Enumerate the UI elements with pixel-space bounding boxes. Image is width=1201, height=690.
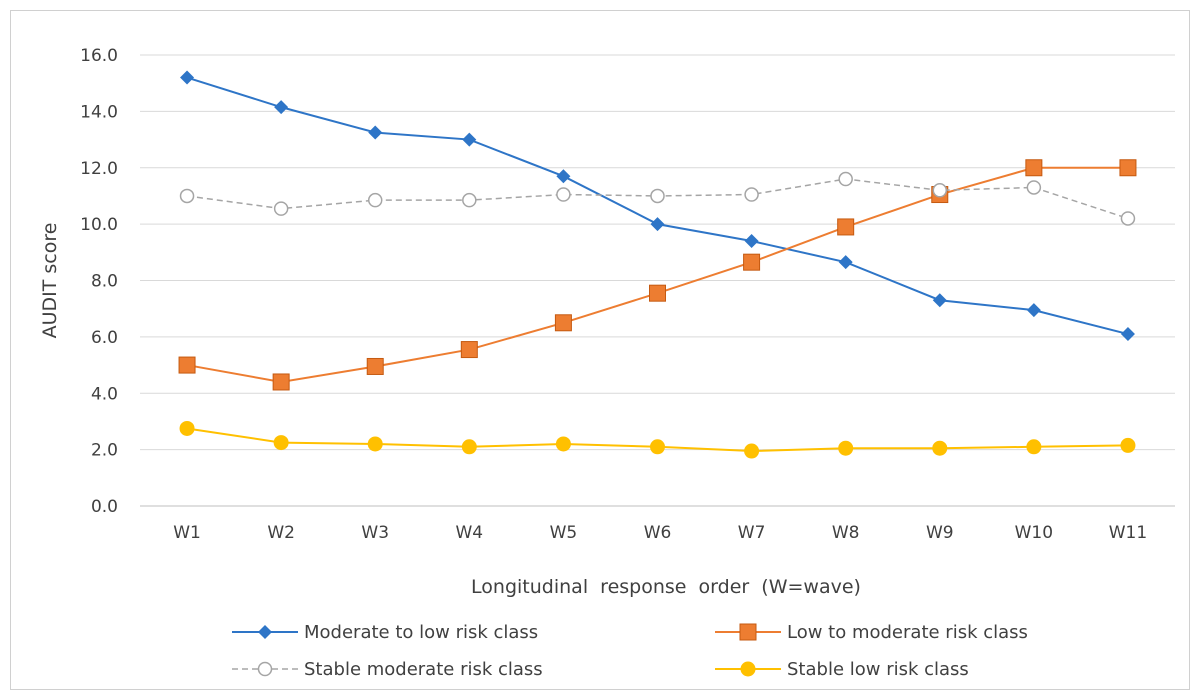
x-tick-label: W6 — [644, 523, 672, 543]
y-tick-label: 4.0 — [91, 384, 118, 404]
data-point — [179, 420, 195, 436]
y-tick-label: 16.0 — [80, 46, 118, 66]
data-point — [650, 217, 665, 232]
data-point — [650, 188, 665, 204]
data-point — [460, 341, 478, 359]
series-4 — [179, 420, 1136, 459]
legend-marker — [257, 661, 273, 677]
data-point — [744, 234, 759, 249]
data-point — [180, 70, 195, 85]
series-2 — [178, 159, 1137, 391]
series-3 — [179, 171, 1136, 226]
data-point — [743, 253, 761, 271]
data-point — [273, 201, 289, 216]
x-tick-label: W7 — [738, 523, 766, 543]
gridlines — [140, 54, 1175, 507]
data-point — [274, 100, 289, 115]
data-point — [368, 125, 383, 140]
data-point — [556, 187, 571, 202]
x-tick-label: W3 — [361, 523, 389, 543]
x-tick-label: W4 — [456, 523, 484, 543]
legend: Moderate to low risk class Low to moderat… — [232, 622, 1028, 680]
data-point — [932, 183, 948, 198]
legend-label: Stable low risk class — [787, 659, 969, 680]
data-point — [1026, 303, 1041, 318]
data-point — [744, 187, 759, 202]
series-1 — [180, 70, 1135, 342]
y-tick-label: 6.0 — [91, 328, 118, 348]
data-point — [744, 443, 760, 459]
data-point — [179, 188, 195, 204]
data-point — [555, 436, 571, 452]
legend-label: Moderate to low risk class — [304, 622, 538, 643]
data-point — [932, 440, 948, 456]
y-tick-label: 10.0 — [80, 215, 118, 235]
data-point — [461, 439, 477, 455]
x-tick-label: W8 — [832, 523, 860, 543]
legend-marker — [258, 625, 272, 639]
y-tick-label: 0.0 — [91, 497, 118, 517]
data-point — [272, 373, 290, 391]
legend-marker — [739, 623, 757, 641]
data-point — [932, 293, 947, 308]
legend-item: Low to moderate risk class — [715, 622, 1028, 643]
x-tick-label: W10 — [1015, 523, 1053, 543]
data-point — [367, 436, 383, 452]
data-point — [838, 171, 853, 187]
x-tick-label: W5 — [550, 523, 578, 543]
x-tick-label: W2 — [267, 523, 295, 543]
y-axis-title: AUDIT score — [39, 223, 61, 339]
y-tick-label: 12.0 — [80, 159, 118, 179]
data-point — [649, 284, 666, 302]
x-tick-label: W1 — [173, 523, 201, 543]
legend-label: Stable moderate risk class — [304, 659, 543, 680]
data-point — [838, 255, 853, 270]
data-point — [1120, 437, 1136, 453]
y-tick-label: 14.0 — [80, 102, 118, 122]
x-axis-title: Longitudinal response order (W=wave) — [471, 576, 861, 598]
y-tick-label: 8.0 — [91, 272, 118, 292]
data-point — [838, 440, 854, 456]
data-point — [273, 435, 289, 451]
data-point — [462, 132, 477, 147]
legend-item: Stable low risk class — [715, 659, 969, 680]
data-point — [1120, 327, 1135, 342]
x-tick-label: W11 — [1109, 523, 1147, 543]
data-point — [1120, 211, 1136, 226]
x-axis-ticks: W1 W2 W3 W4 W5 W6 W7 W8 W9 W10 W11 — [173, 523, 1147, 543]
data-point — [367, 192, 383, 208]
y-tick-label: 2.0 — [91, 441, 118, 461]
data-point — [366, 357, 384, 375]
data-point — [1025, 159, 1043, 177]
legend-marker — [740, 661, 756, 677]
data-point — [1026, 439, 1042, 455]
legend-label: Low to moderate risk class — [787, 622, 1028, 643]
data-point — [554, 314, 572, 332]
data-point — [837, 218, 855, 236]
data-point — [178, 356, 196, 374]
legend-item: Stable moderate risk class — [232, 659, 543, 680]
data-point — [650, 439, 665, 455]
y-axis-ticks: 0.0 2.0 4.0 6.0 8.0 10.0 12.0 14.0 16.0 — [80, 46, 118, 517]
data-point — [556, 169, 571, 184]
data-point — [1026, 180, 1042, 195]
data-point — [462, 192, 477, 208]
data-point — [1119, 159, 1137, 177]
x-tick-label: W9 — [926, 523, 954, 543]
legend-item: Moderate to low risk class — [232, 622, 538, 643]
